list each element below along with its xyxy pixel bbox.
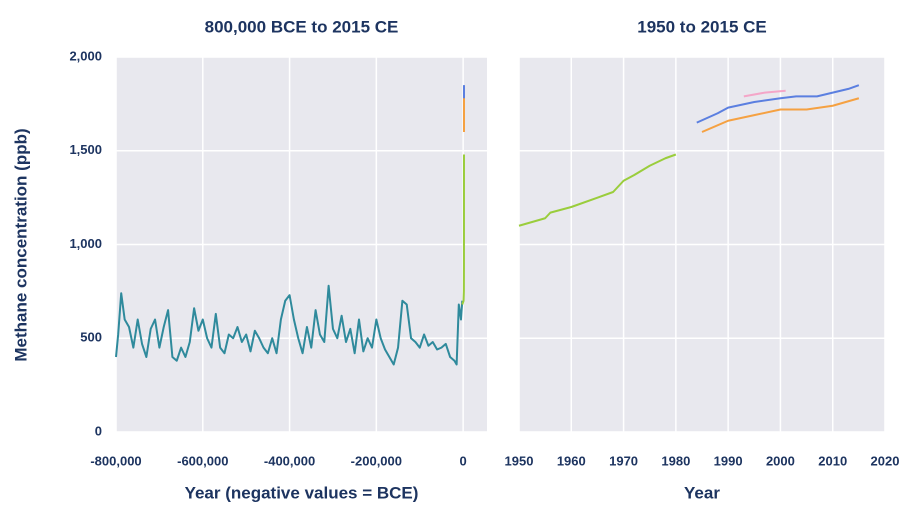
x-tick-label: 2020 (871, 453, 900, 468)
chart-title: 1950 to 2015 CE (637, 17, 766, 36)
y-tick-label: 2,000 (69, 48, 102, 63)
y-tick-label: 0 (95, 423, 102, 438)
data-line (701, 97, 860, 133)
y-axis-label: Methane concentration (ppb) (11, 128, 30, 361)
data-line (696, 84, 860, 124)
x-tick-label: 1950 (505, 453, 534, 468)
x-tick-label: 1990 (714, 453, 743, 468)
x-tick-label: -600,000 (177, 453, 228, 468)
chart-title: 800,000 BCE to 2015 CE (205, 17, 399, 36)
x-axis-label: Year (684, 483, 720, 502)
y-tick-label: 1,000 (69, 236, 102, 251)
x-tick-label: 1960 (557, 453, 586, 468)
data-line (518, 153, 677, 227)
y-tick-label: 1,500 (69, 142, 102, 157)
x-tick-label: 0 (460, 453, 467, 468)
data-line (461, 154, 465, 305)
x-axis-label: Year (negative values = BCE) (185, 483, 419, 502)
x-tick-label: -800,000 (90, 453, 141, 468)
x-tick-label: -200,000 (351, 453, 402, 468)
x-tick-label: 1980 (661, 453, 690, 468)
x-tick-label: 2000 (766, 453, 795, 468)
y-tick-label: 500 (80, 330, 102, 345)
x-tick-label: 1970 (609, 453, 638, 468)
data-line (743, 89, 786, 98)
x-tick-label: 2010 (818, 453, 847, 468)
x-tick-label: -400,000 (264, 453, 315, 468)
data-line (115, 284, 464, 366)
